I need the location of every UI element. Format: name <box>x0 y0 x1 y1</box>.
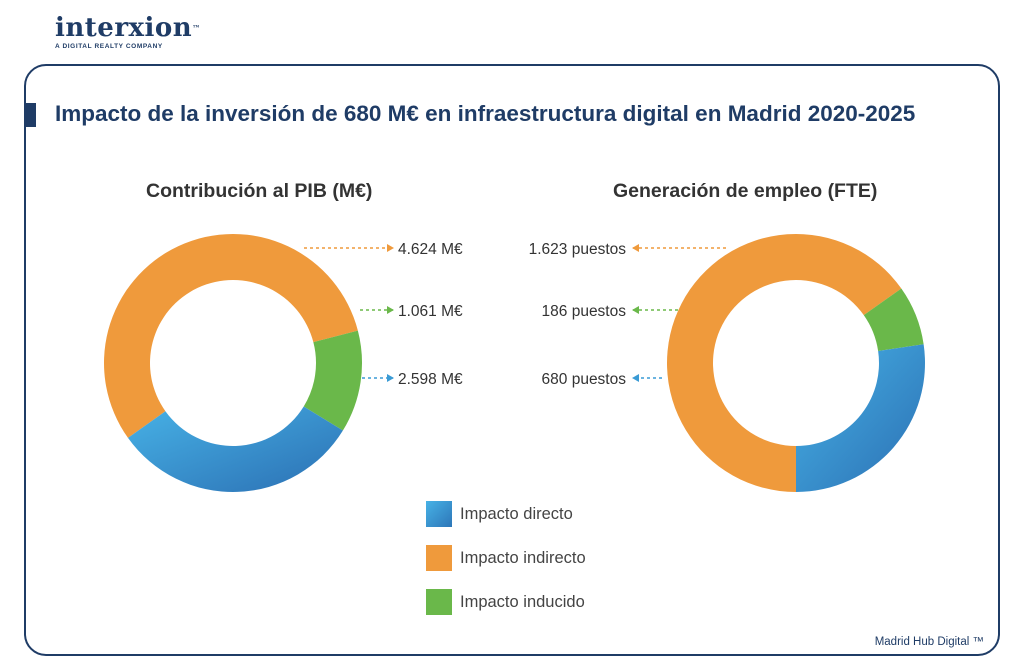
legend-item-directo: Impacto directo <box>426 498 586 530</box>
legend-item-inducido: Impacto inducido <box>426 586 586 618</box>
legend-swatch-indirecto <box>426 545 452 571</box>
data-label-empleo-inducido: 186 puestos <box>542 303 627 320</box>
legend: Impacto directo Impacto indirecto Impact… <box>426 498 586 630</box>
donut-pib-slice-inducido <box>303 330 362 431</box>
chart-title-pib: Contribución al PIB (M€) <box>146 180 373 202</box>
donut-pib-slice-indirecto <box>103 233 358 438</box>
legend-label-directo: Impacto directo <box>460 504 573 523</box>
donut-pib-slice-directo <box>127 406 343 492</box>
data-label-pib-indirecto: 4.624 M€ <box>398 241 463 258</box>
legend-swatch-directo <box>426 501 452 527</box>
legend-item-indirecto: Impacto indirecto <box>426 542 586 574</box>
title-accent-bar <box>26 103 36 127</box>
logo-tagline: A DIGITAL REALTY COMPANY <box>55 43 163 50</box>
donut-empleo-slice-directo <box>796 344 926 492</box>
legend-label-inducido: Impacto inducido <box>460 592 585 611</box>
page-title: Impacto de la inversión de 680 M€ en inf… <box>55 101 916 126</box>
data-label-pib-inducido: 1.061 M€ <box>398 303 463 320</box>
footer-brand: Madrid Hub Digital ™ <box>874 636 984 648</box>
donut-empleo-slice-inducido <box>863 288 924 351</box>
donut-empleo-slice-indirecto <box>667 233 902 492</box>
legend-label-indirecto: Impacto indirecto <box>460 548 586 567</box>
legend-swatch-inducido <box>426 589 452 615</box>
content-panel <box>24 64 1000 656</box>
data-label-empleo-directo: 680 puestos <box>542 371 627 388</box>
interxion-logo: interxion™ A DIGITAL REALTY COMPANY <box>55 14 201 50</box>
data-label-empleo-indirecto: 1.623 puestos <box>529 241 627 258</box>
chart-title-empleo: Generación de empleo (FTE) <box>613 180 878 202</box>
data-label-pib-directo: 2.598 M€ <box>398 371 463 388</box>
logo-wordmark: interxion™ <box>55 13 201 43</box>
